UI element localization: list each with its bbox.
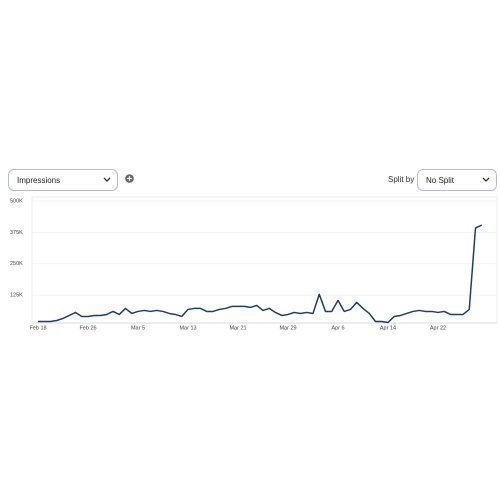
- line-series: [38, 224, 483, 324]
- x-tick-label: Apr 22: [430, 325, 446, 331]
- plot-frame: [31, 196, 498, 324]
- x-tick-label: Apr 14: [380, 325, 396, 331]
- split-select[interactable]: No Split: [417, 169, 497, 191]
- split-label: Split by: [388, 175, 415, 184]
- metric-select[interactable]: Impressions: [8, 169, 118, 191]
- metric-value: Impressions: [17, 175, 61, 185]
- add-button[interactable]: [125, 174, 134, 183]
- x-tick-label: Feb 26: [79, 325, 96, 331]
- chevron: [482, 177, 490, 182]
- x-tick-label: Mar 29: [279, 325, 296, 331]
- y-tick-label: 500K: [10, 198, 23, 204]
- y-tick-label: 250K: [10, 261, 23, 267]
- x-tick-label: Mar 21: [229, 325, 246, 331]
- x-tick-label: Mar 5: [131, 325, 145, 331]
- chevron: [103, 177, 111, 182]
- x-tick-label: Mar 13: [179, 325, 196, 331]
- x-tick-label: Feb 18: [29, 325, 46, 331]
- x-tick-label: Apr 6: [331, 325, 344, 331]
- y-tick-label: 125K: [10, 293, 23, 299]
- split-value: No Split: [426, 175, 455, 185]
- y-tick-label: 375K: [10, 230, 23, 236]
